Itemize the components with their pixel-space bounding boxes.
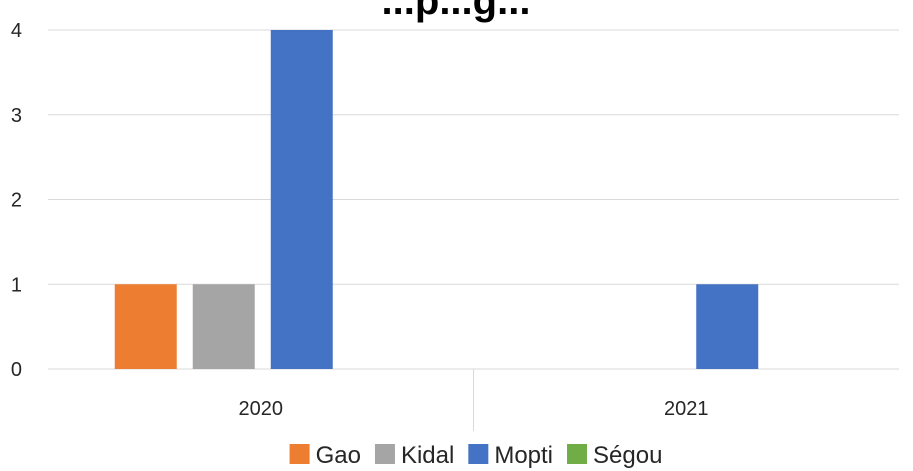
tick-labels: 0 1 2 3 4 2020 2021 bbox=[11, 20, 709, 420]
y-tick-label-4: 4 bbox=[11, 20, 22, 42]
legend-label-gao: Gao bbox=[316, 442, 361, 469]
gridlines bbox=[48, 29, 899, 285]
y-tick-label-3: 3 bbox=[11, 105, 22, 127]
bar-mopti-2021 bbox=[696, 284, 759, 369]
legend-label-kidal: Kidal bbox=[401, 442, 454, 469]
chart-title: ...p...g... bbox=[382, 0, 531, 23]
legend: Gao Kidal Mopti Ségou bbox=[289, 442, 662, 469]
y-tick-label-0: 0 bbox=[11, 359, 22, 381]
y-tick-label-2: 2 bbox=[11, 190, 22, 212]
y-tick-label-1: 1 bbox=[11, 274, 22, 296]
legend-swatch-mopti bbox=[468, 444, 489, 464]
x-tick-label-2020: 2020 bbox=[239, 398, 284, 420]
bar-kidal-2020 bbox=[192, 284, 255, 369]
x-tick-label-2021: 2021 bbox=[664, 398, 709, 420]
bars bbox=[114, 30, 759, 369]
axes bbox=[48, 368, 899, 431]
legend-swatch-kidal bbox=[374, 444, 395, 464]
bar-mopti-2020 bbox=[270, 30, 333, 369]
chart-title-layer: ...p...g... bbox=[382, 0, 531, 23]
legend-label-mopti: Mopti bbox=[494, 442, 553, 469]
legend-label-ségou: Ségou bbox=[593, 442, 662, 469]
bar-gao-2020 bbox=[114, 284, 177, 369]
legend-swatch-gao bbox=[289, 444, 310, 464]
legend-swatch-ségou bbox=[567, 444, 588, 464]
